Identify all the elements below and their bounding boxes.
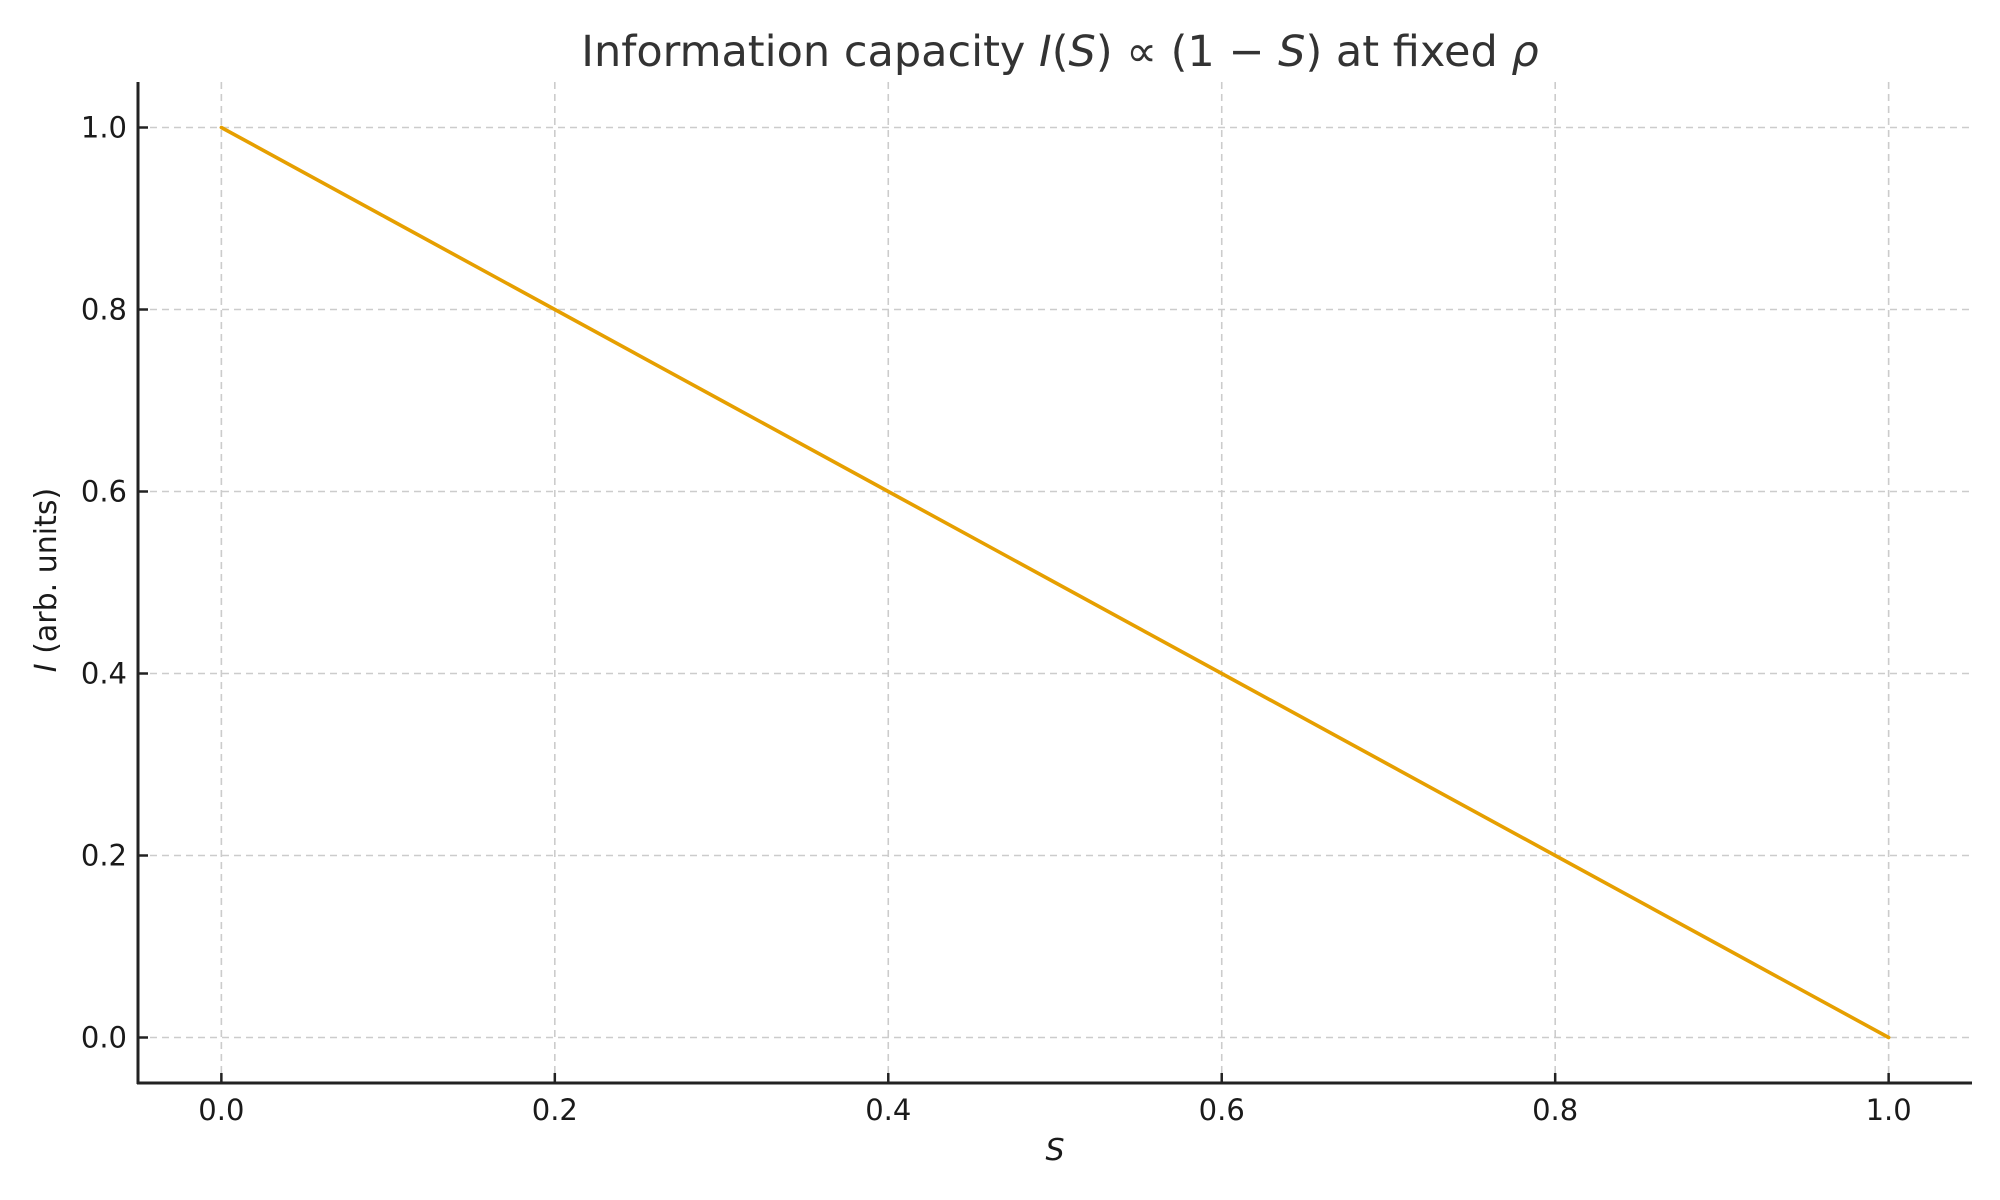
series-line: [219, 125, 1891, 1040]
y-tick-label: 0.6: [81, 475, 127, 509]
grid-lines: [138, 82, 1970, 1083]
chart-title: Information capacity I(S) ∝ (1 − S) at f…: [581, 27, 1538, 77]
data-series: [219, 125, 1891, 1040]
y-tick-label: 0.4: [81, 657, 127, 691]
x-tick-label: 0.0: [198, 1093, 244, 1127]
y-tick-label: 0.0: [81, 1021, 127, 1055]
x-axis-label: S: [1045, 1133, 1064, 1168]
y-tick-label: 1.0: [81, 111, 127, 145]
x-tick-label: 1.0: [1866, 1093, 1912, 1127]
x-tick-label: 0.6: [1199, 1093, 1245, 1127]
x-tick-label: 0.2: [532, 1093, 578, 1127]
y-tick-label: 0.2: [81, 839, 127, 873]
x-tick-label: 0.8: [1532, 1093, 1578, 1127]
x-tick-label: 0.4: [865, 1093, 911, 1127]
y-axis-label: I (arb. units): [29, 488, 64, 672]
axis-ticks: 0.0 0.2 0.4 0.6 0.8 1.0 0.0 0.2 0.4 0.6 0.8 1.0: [81, 111, 1912, 1128]
y-tick-label: 0.8: [81, 293, 127, 327]
